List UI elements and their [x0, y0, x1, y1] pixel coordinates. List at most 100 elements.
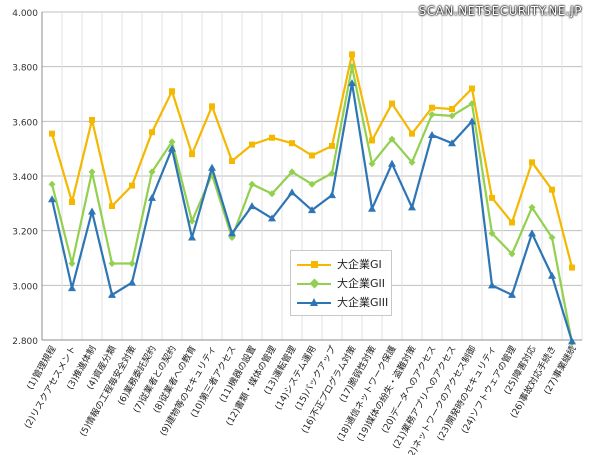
data-point-diamond [328, 169, 336, 177]
data-point-diamond [448, 112, 456, 120]
y-tick-label: 3.200 [12, 228, 38, 238]
axis-layer: 4.000 3.800 3.600 3.400 3.200 3.000 2.800 [12, 9, 582, 347]
grid-layer [41, 11, 583, 341]
data-point-triangle [468, 117, 476, 125]
data-point-square [249, 141, 255, 148]
legend-item: 大企業GI [297, 256, 389, 274]
data-point-diamond [348, 63, 356, 71]
data-point-diamond [548, 234, 556, 241]
data-point-diamond [268, 190, 276, 198]
data-point-triangle [188, 233, 196, 241]
data-point-square [549, 186, 555, 193]
data-point-diamond [428, 111, 436, 118]
legend-item: 大企業GII [297, 275, 389, 293]
data-point-square [209, 103, 215, 110]
data-point-square [409, 130, 415, 137]
watermark: SCAN.NETSECURITY.NE.JP [418, 4, 582, 18]
data-point-triangle [168, 144, 176, 152]
data-point-triangle [348, 79, 356, 87]
data-point-square [189, 151, 195, 158]
data-point-triangle [328, 191, 336, 199]
data-point-triangle [288, 188, 296, 196]
data-point-diamond [288, 168, 296, 176]
legend-label: 大企業GIII [337, 296, 389, 309]
data-point-triangle [68, 284, 76, 292]
data-point-triangle [208, 163, 216, 171]
data-point-triangle [408, 203, 416, 211]
data-point-square [369, 137, 375, 144]
data-point-triangle [488, 281, 496, 289]
data-point-triangle [448, 139, 456, 147]
data-point-diamond [188, 217, 196, 225]
data-point-diamond [148, 168, 156, 176]
series-layer [48, 51, 576, 347]
data-point-diamond [128, 259, 136, 267]
data-point-triangle [508, 290, 516, 298]
data-point-triangle [128, 278, 136, 286]
data-point-triangle [308, 206, 316, 214]
data-point-diamond [408, 158, 416, 166]
data-point-square [229, 157, 235, 164]
data-point-diamond [68, 259, 76, 267]
y-tick-label: 3.800 [12, 64, 38, 74]
data-point-triangle [148, 193, 156, 201]
y-tick-label: 2.800 [12, 337, 38, 347]
data-point-square [569, 264, 575, 271]
data-point-square [69, 198, 75, 205]
data-point-diamond [108, 259, 116, 267]
data-point-triangle [248, 202, 256, 210]
data-point-square [289, 140, 295, 147]
data-point-triangle [528, 229, 536, 237]
data-point-diamond [48, 180, 56, 188]
data-point-triangle [428, 131, 436, 138]
data-point-square [389, 100, 395, 107]
y-tick-label: 3.000 [12, 282, 38, 292]
data-point-square [309, 152, 315, 159]
data-point-diamond [88, 168, 96, 176]
data-point-square [449, 106, 455, 113]
legend-label: 大企業GI [337, 258, 382, 271]
data-point-square [89, 116, 95, 123]
data-point-square [49, 130, 55, 137]
data-point-square [109, 203, 115, 210]
data-point-triangle [268, 214, 276, 222]
data-point-square [469, 85, 475, 92]
data-point-diamond [248, 180, 256, 188]
data-point-triangle [88, 207, 96, 215]
data-point-diamond [488, 229, 496, 237]
data-point-triangle [48, 195, 56, 203]
data-point-diamond [308, 180, 316, 188]
data-point-square [129, 182, 135, 189]
data-point-square [269, 134, 275, 141]
legend-marker-triangle [310, 298, 318, 306]
data-point-diamond [528, 203, 536, 211]
data-point-square [429, 104, 435, 111]
data-point-diamond [508, 250, 516, 258]
legend: 大企業GI 大企業GII 大企業GIII [290, 250, 392, 316]
data-point-triangle [368, 204, 376, 212]
y-tick-label: 3.400 [12, 173, 38, 183]
data-point-square [349, 51, 355, 58]
y-tick-label: 3.600 [12, 118, 38, 128]
data-point-triangle [228, 229, 236, 237]
data-point-diamond [388, 135, 396, 143]
data-point-square [489, 194, 495, 201]
y-tick-label: 4.000 [12, 9, 38, 19]
data-point-diamond [368, 160, 376, 168]
data-point-triangle [108, 290, 116, 298]
legend-marker-square [311, 261, 318, 268]
legend-marker-diamond [309, 278, 320, 289]
data-point-diamond [168, 138, 176, 146]
legend-item: 大企業GIII [297, 294, 389, 312]
data-point-square [509, 219, 515, 226]
data-point-square [149, 129, 155, 136]
data-point-square [529, 159, 535, 166]
data-point-triangle [568, 337, 576, 345]
data-point-diamond [468, 100, 476, 108]
data-point-triangle [548, 271, 556, 279]
data-point-triangle [388, 159, 396, 167]
data-point-square [169, 88, 175, 95]
